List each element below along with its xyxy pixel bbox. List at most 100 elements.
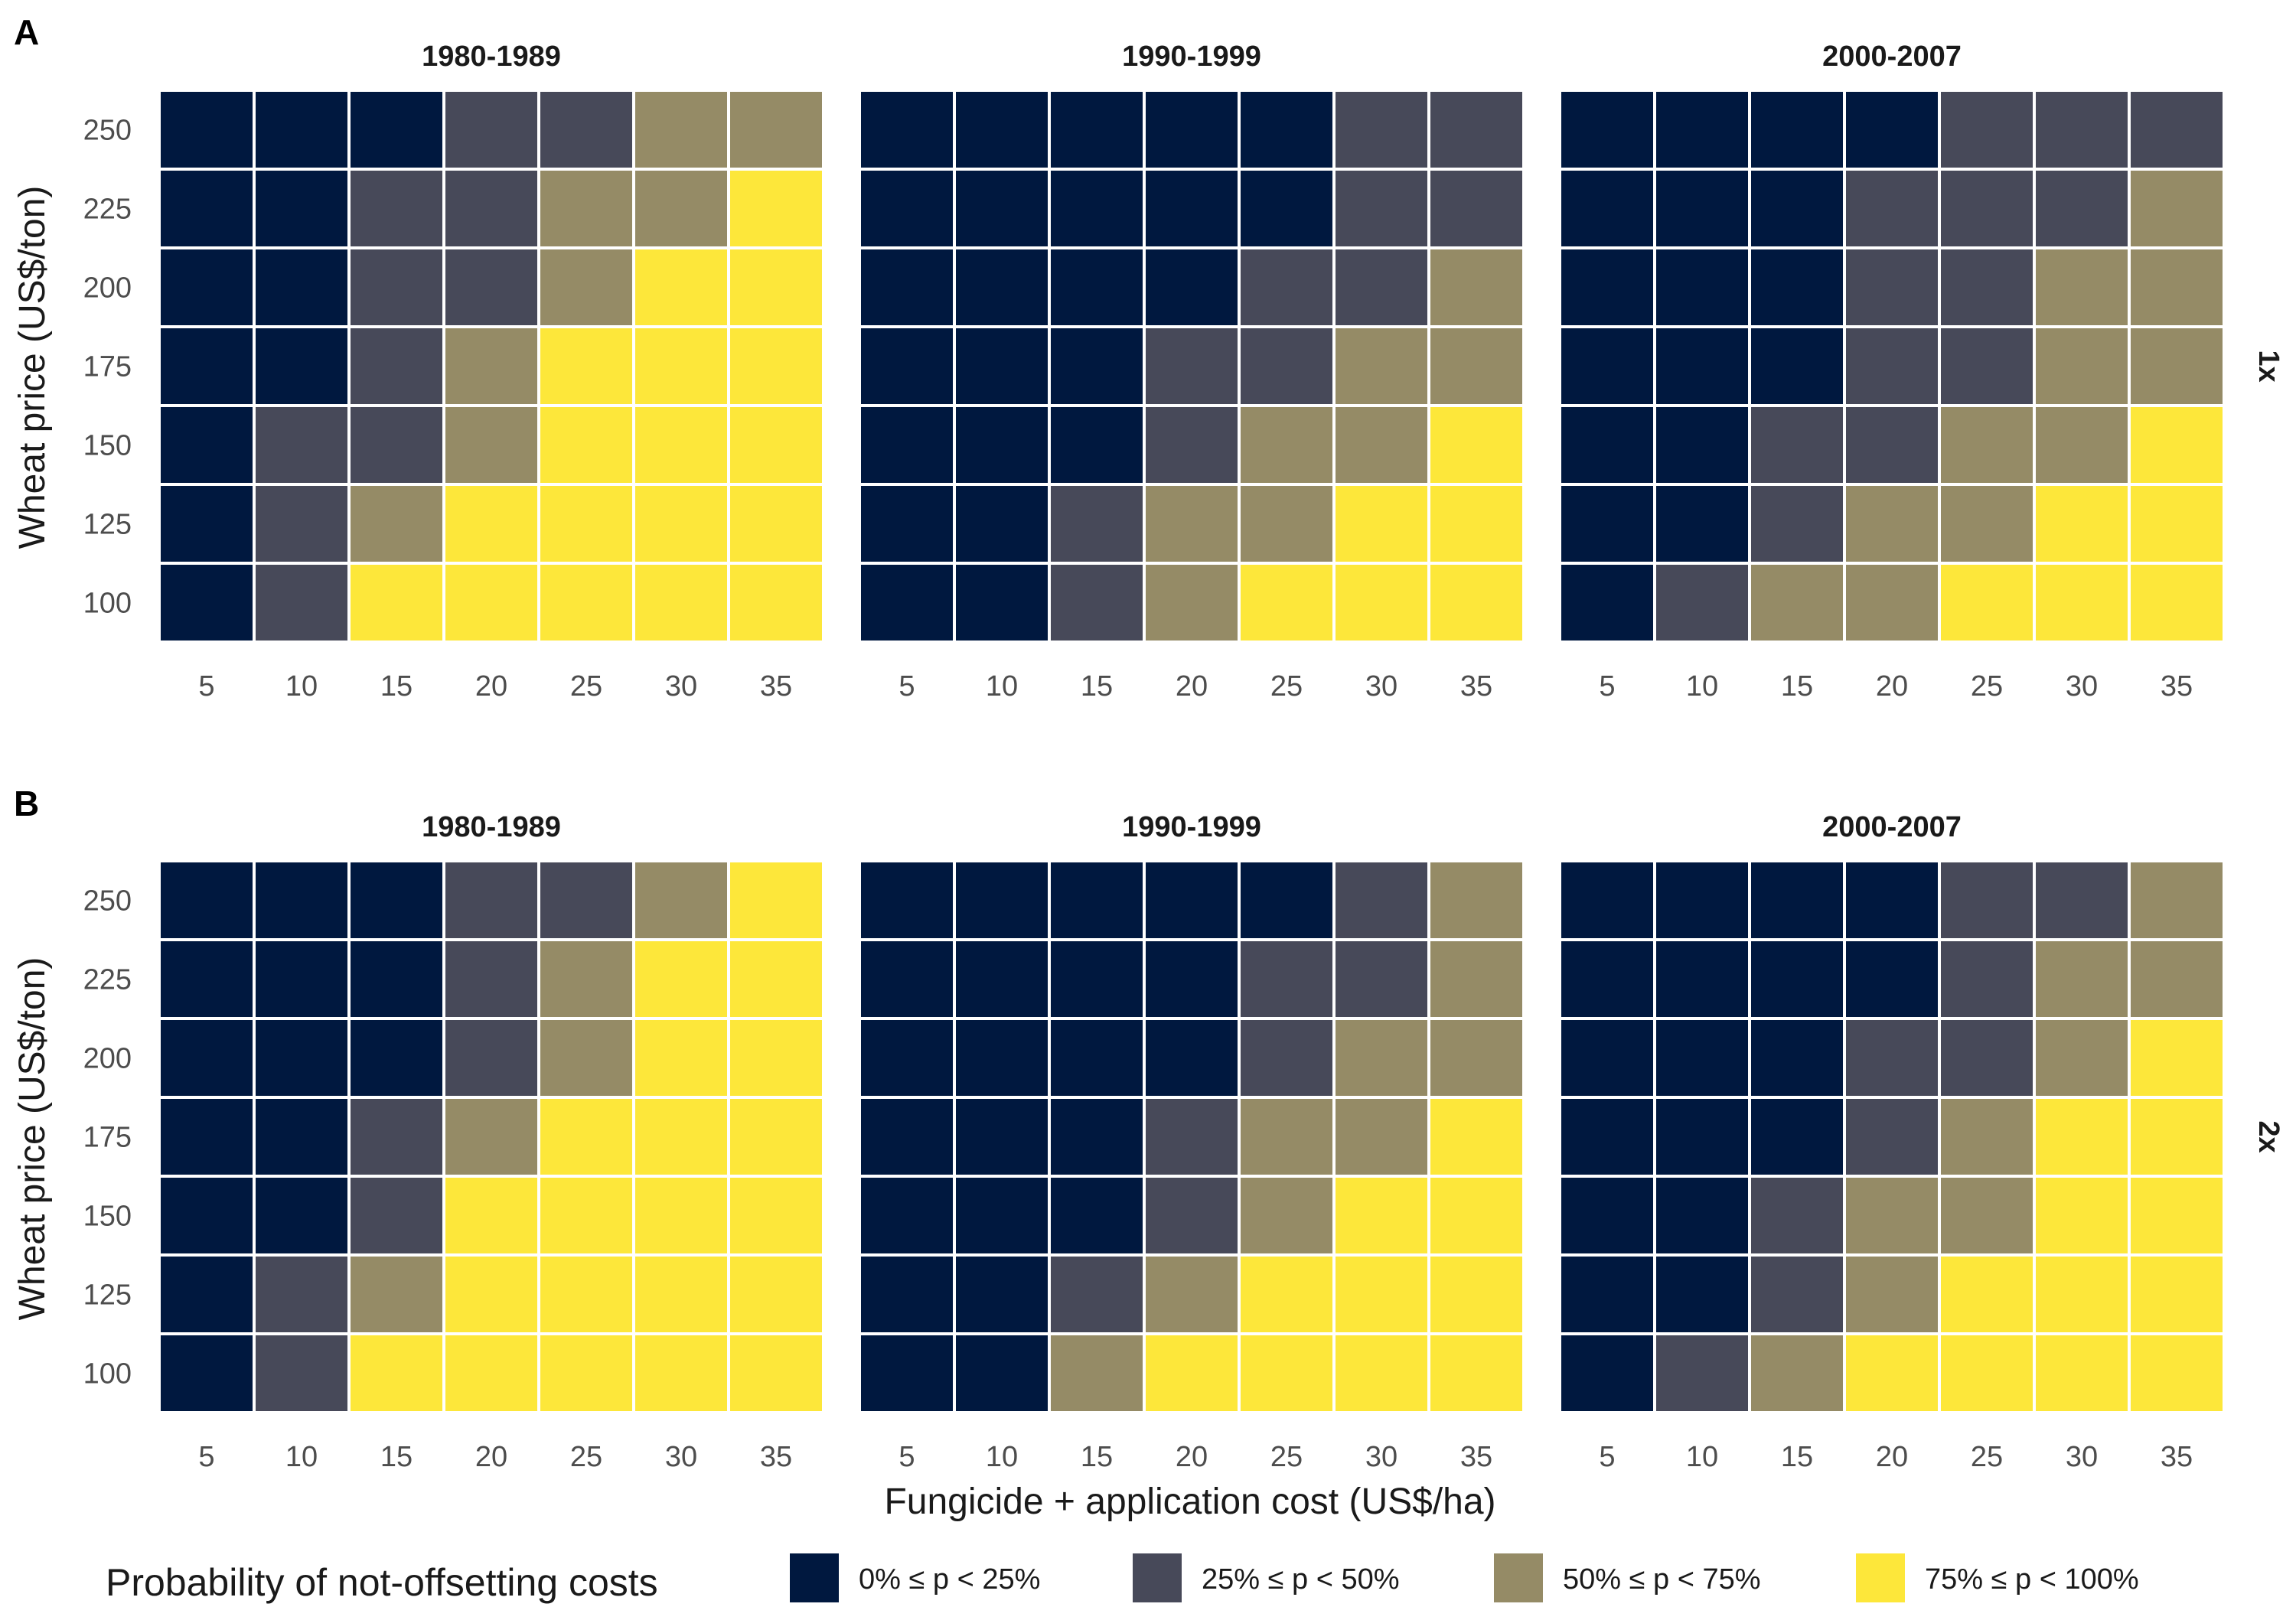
heatmap-cell-a-2000-2007-5-150 [1558,404,1656,486]
x-tick-label-a-1990-1999-25: 25 [1270,670,1303,702]
heatmap-cell-a-2000-2007-20-100 [1843,562,1941,644]
x-tick-label-a-2000-2007-5: 5 [1599,670,1615,702]
heatmap-cell-b-2000-2007-20-250 [1843,859,1941,941]
y-tick-label-b-200: 200 [83,1043,132,1075]
heatmap-cell-b-2000-2007-20-125 [1843,1253,1941,1335]
x-tick-label-b-1990-1999-30: 30 [1365,1441,1397,1473]
x-tick-label-b-1980-1989-25: 25 [570,1441,602,1473]
heatmap-cell-a-2000-2007-15-250 [1748,89,1846,171]
heatmap-cell-a-1990-1999-25-175 [1238,325,1336,407]
y-tick-label-b-150: 150 [83,1201,132,1233]
x-tick-label-b-1990-1999-10: 10 [986,1441,1018,1473]
heatmap-cell-a-1990-1999-15-250 [1048,89,1146,171]
heatmap-cell-a-1990-1999-20-225 [1143,168,1241,249]
heatmap-cell-a-1990-1999-35-250 [1427,89,1525,171]
heatmap-cell-b-1980-1989-30-100 [632,1332,730,1414]
heatmap-cell-a-1990-1999-35-225 [1427,168,1525,249]
y-tick-label-b-225: 225 [83,964,132,996]
heatmap-cell-b-1980-1989-5-225 [158,938,256,1020]
heatmap-cell-b-1980-1989-10-175 [253,1096,351,1178]
heatmap-cell-a-2000-2007-15-200 [1748,246,1846,328]
facet-title-b-2000-2007: 2000-2007 [1822,811,1962,843]
heatmap-cell-a-2000-2007-35-225 [2128,168,2226,249]
x-axis-title: Fungicide + application cost (US$/ha) [884,1482,1495,1522]
heatmap-cell-a-1980-1989-35-100 [727,562,825,644]
x-tick-label-b-1980-1989-15: 15 [380,1441,413,1473]
heatmap-cell-b-2000-2007-5-225 [1558,938,1656,1020]
heatmap-cell-b-1980-1989-15-200 [347,1017,445,1099]
heatmap-cell-b-1980-1989-20-175 [442,1096,540,1178]
x-tick-label-b-1980-1989-5: 5 [198,1441,214,1473]
heatmap-cell-a-2000-2007-35-250 [2128,89,2226,171]
heatmap-cell-b-1990-1999-25-100 [1238,1332,1336,1414]
x-tick-label-a-2000-2007-35: 35 [2161,670,2193,702]
x-tick-label-b-2000-2007-25: 25 [1971,1441,2003,1473]
heatmap-cell-b-2000-2007-30-225 [2033,938,2131,1020]
heatmap-cell-b-1980-1989-30-225 [632,938,730,1020]
heatmap-cell-a-2000-2007-25-125 [1938,483,2036,565]
heatmap-cell-a-2000-2007-25-200 [1938,246,2036,328]
heatmap-cell-b-1990-1999-25-200 [1238,1017,1336,1099]
legend-label-1: 0% ≤ p < 25% [859,1563,1040,1596]
heatmap-cell-a-1980-1989-15-200 [347,246,445,328]
heatmap-cell-b-2000-2007-10-250 [1653,859,1751,941]
heatmap-cell-b-1990-1999-35-100 [1427,1332,1525,1414]
heatmap-cell-a-1980-1989-5-125 [158,483,256,565]
heatmap-cell-b-2000-2007-35-150 [2128,1175,2226,1257]
heatmap-cell-b-2000-2007-5-125 [1558,1253,1656,1335]
heatmap-cell-b-2000-2007-25-225 [1938,938,2036,1020]
heatmap-cell-a-1990-1999-30-125 [1332,483,1430,565]
legend-label-4: 75% ≤ p < 100% [1925,1563,2139,1596]
heatmap-cell-a-1980-1989-25-125 [537,483,635,565]
heatmap-cell-b-2000-2007-25-100 [1938,1332,2036,1414]
heatmap-cell-b-1990-1999-20-150 [1143,1175,1241,1257]
heatmap-cell-a-1990-1999-25-200 [1238,246,1336,328]
heatmap-cell-b-1980-1989-10-200 [253,1017,351,1099]
heatmap-cell-a-1990-1999-10-100 [953,562,1051,644]
y-tick-label-a-125: 125 [83,509,132,541]
heatmap-cell-b-1990-1999-10-150 [953,1175,1051,1257]
heatmap-cell-b-1990-1999-10-250 [953,859,1051,941]
panel-letter-b: B [14,784,39,823]
heatmap-cell-a-1980-1989-30-175 [632,325,730,407]
heatmap-cell-a-1990-1999-30-100 [1332,562,1430,644]
heatmap-cell-a-2000-2007-20-125 [1843,483,1941,565]
heatmap-cell-a-1980-1989-5-100 [158,562,256,644]
heatmap-cell-a-1980-1989-25-150 [537,404,635,486]
heatmap-cell-a-1980-1989-20-175 [442,325,540,407]
heatmap-cell-a-2000-2007-20-200 [1843,246,1941,328]
heatmap-cell-a-1980-1989-20-200 [442,246,540,328]
heatmap-cell-b-1990-1999-15-175 [1048,1096,1146,1178]
heatmap-cell-a-1980-1989-35-175 [727,325,825,407]
heatmap-cell-b-1980-1989-35-250 [727,859,825,941]
heatmap-cell-a-2000-2007-15-100 [1748,562,1846,644]
heatmap-cell-a-1980-1989-35-125 [727,483,825,565]
heatmap-cell-a-1990-1999-25-225 [1238,168,1336,249]
heatmap-cell-a-1990-1999-15-150 [1048,404,1146,486]
heatmap-cell-b-1990-1999-20-250 [1143,859,1241,941]
heatmap-cell-b-1990-1999-5-125 [858,1253,956,1335]
heatmap-cell-b-2000-2007-15-150 [1748,1175,1846,1257]
heatmap-cell-a-2000-2007-35-200 [2128,246,2226,328]
heatmap-cell-a-1990-1999-20-150 [1143,404,1241,486]
heatmap-cell-a-1980-1989-30-225 [632,168,730,249]
heatmap-cell-b-2000-2007-20-175 [1843,1096,1941,1178]
x-tick-label-a-2000-2007-10: 10 [1686,670,1718,702]
x-tick-label-b-1990-1999-5: 5 [899,1441,915,1473]
heatmap-cell-b-1980-1989-15-125 [347,1253,445,1335]
heatmap-cell-b-1990-1999-15-100 [1048,1332,1146,1414]
x-tick-label-a-2000-2007-15: 15 [1781,670,1813,702]
heatmap-cell-a-1980-1989-5-250 [158,89,256,171]
heatmap-cell-b-2000-2007-10-100 [1653,1332,1751,1414]
heatmap-cell-a-1980-1989-35-250 [727,89,825,171]
panel-b-2000-2007: 2000-2007 5 10 15 20 25 30 35 [1558,811,2226,1473]
facet-title-a-1990-1999: 1990-1999 [1122,41,1261,73]
heatmap-cell-a-2000-2007-10-150 [1653,404,1751,486]
heatmap-cell-b-1990-1999-20-200 [1143,1017,1241,1099]
heatmap-cell-a-1990-1999-5-250 [858,89,956,171]
x-tick-label-a-1980-1989-15: 15 [380,670,413,702]
heatmap-cell-b-1990-1999-5-225 [858,938,956,1020]
heatmap-cell-a-1980-1989-10-150 [253,404,351,486]
heatmap-cell-b-1980-1989-30-150 [632,1175,730,1257]
row-strip-1x: 1x [2252,350,2285,382]
